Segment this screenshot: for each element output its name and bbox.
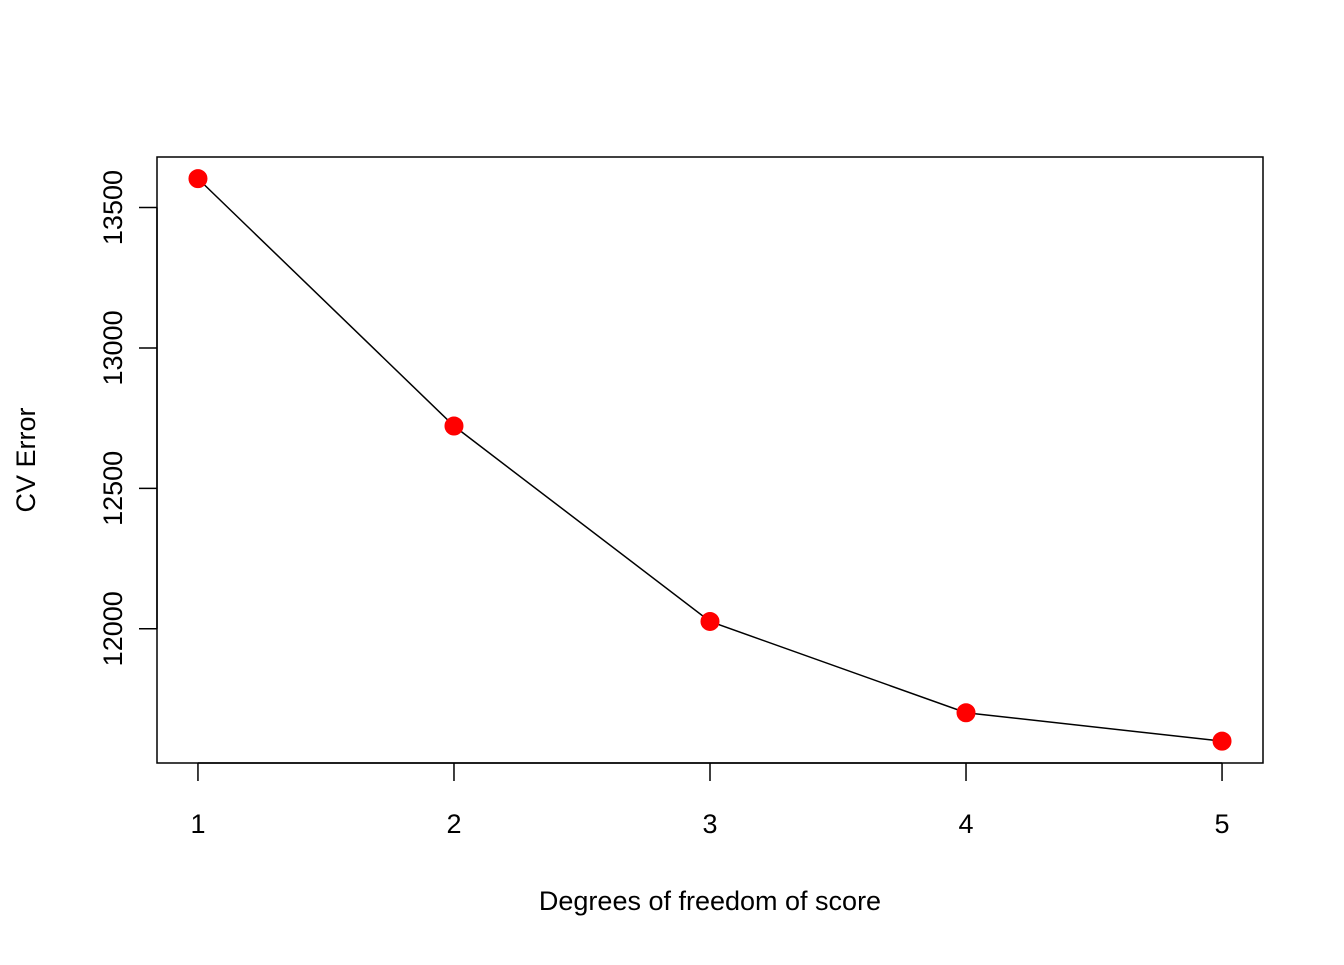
x-axis: 1 2 3 4 5	[190, 762, 1230, 839]
data-point	[700, 611, 720, 631]
y-tick-label: 12000	[98, 591, 128, 666]
x-tick-label: 4	[959, 809, 974, 839]
x-tick-label: 5	[1215, 809, 1230, 839]
data-point	[1212, 731, 1232, 751]
y-tick-label: 13000	[98, 310, 128, 385]
y-axis-label: CV Error	[11, 407, 41, 512]
data-point	[956, 703, 976, 723]
series	[188, 169, 1232, 751]
x-tick-label: 3	[702, 809, 717, 839]
plot-frame	[156, 156, 1264, 764]
data-point	[188, 169, 208, 189]
x-axis-label: Degrees of freedom of score	[539, 886, 881, 916]
y-tick-label: 13500	[98, 170, 128, 245]
x-tick-label: 2	[446, 809, 461, 839]
y-axis: 12000 12500 13000 13500	[98, 170, 158, 666]
y-tick-label: 12500	[98, 451, 128, 526]
series-line	[197, 178, 1223, 742]
x-tick-label: 1	[190, 809, 205, 839]
data-point	[444, 416, 464, 436]
